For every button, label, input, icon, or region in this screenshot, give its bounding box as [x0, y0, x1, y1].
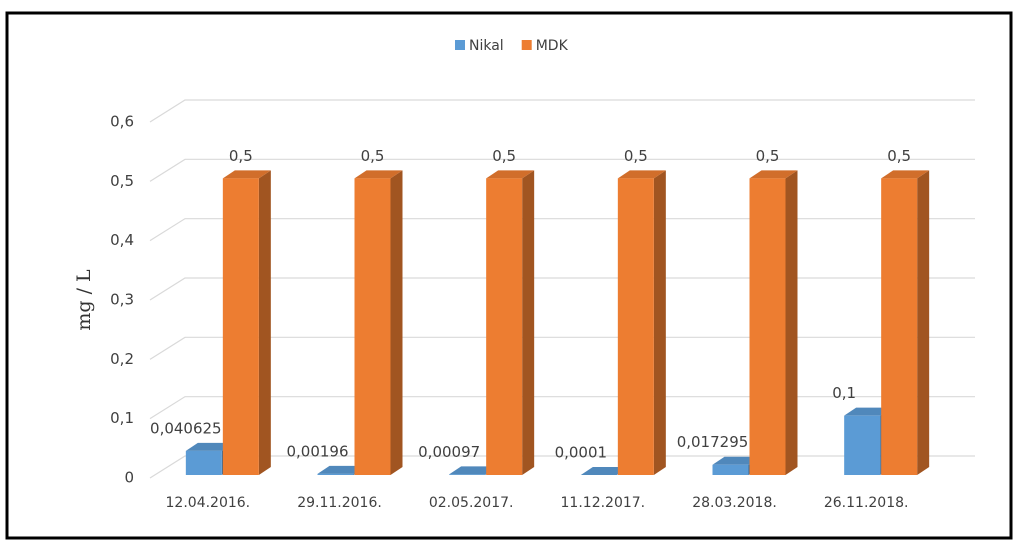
bar-group	[222, 170, 271, 476]
bar	[449, 474, 486, 475]
bar-top	[486, 170, 535, 179]
y-tick-label: 0,4	[110, 231, 134, 249]
bar	[617, 178, 654, 476]
x-tick-label: 12.04.2016.	[166, 495, 251, 511]
x-tick-label: 26.11.2018.	[824, 495, 909, 511]
grid-line	[149, 158, 975, 182]
bar-top	[844, 407, 893, 416]
legend: Nikal MDK	[455, 38, 569, 54]
x-tick-label: 28.03.2018.	[692, 495, 777, 511]
legend-swatch	[455, 40, 465, 50]
bar-group	[749, 170, 798, 476]
grid-line	[149, 336, 975, 360]
data-label: 0,040625	[150, 419, 222, 437]
y-tick-label: 0,6	[110, 113, 134, 131]
bar-top	[881, 170, 930, 179]
bar-top	[222, 170, 271, 179]
legend-label: Nikal	[469, 38, 504, 54]
bar-top	[749, 170, 798, 179]
data-label: 0,5	[756, 147, 780, 165]
bar-side	[522, 170, 535, 476]
bar-top	[712, 456, 761, 465]
data-label: 0,5	[229, 147, 253, 165]
bar	[317, 473, 354, 475]
legend-swatch	[521, 40, 532, 50]
data-label: 0,00196	[286, 442, 348, 460]
grid-line	[149, 277, 975, 301]
bar-group	[354, 170, 403, 476]
bar-side	[390, 170, 403, 476]
bar	[712, 464, 749, 475]
data-label: 0,5	[887, 147, 911, 165]
grid-line	[149, 218, 975, 242]
data-label: 0,0001	[555, 443, 608, 461]
bar-group	[486, 170, 535, 476]
bar-top	[580, 466, 629, 475]
data-label: 0,00097	[418, 443, 480, 461]
bar	[749, 178, 786, 476]
y-tick-label: 0	[124, 469, 134, 487]
x-tick-label: 02.05.2017.	[429, 495, 514, 511]
bar-side	[917, 170, 930, 476]
y-tick-label: 0,3	[110, 291, 134, 309]
data-label: 0,1	[832, 384, 856, 402]
bar	[844, 415, 881, 475]
x-tick-label: 29.11.2016.	[297, 495, 382, 511]
bar-top	[317, 465, 366, 474]
bar	[185, 450, 222, 475]
data-label: 0,017295	[677, 433, 749, 451]
bar	[222, 178, 259, 476]
bar	[354, 178, 391, 476]
bar-side	[785, 170, 798, 476]
bar	[486, 178, 523, 476]
x-tick-label: 11.12.2017.	[561, 495, 646, 511]
bar-top	[449, 466, 498, 475]
legend-label: MDK	[536, 38, 569, 54]
data-label: 0,5	[492, 147, 516, 165]
bar-side	[653, 170, 666, 476]
y-tick-label: 0,2	[110, 350, 134, 368]
bar-group	[881, 170, 930, 476]
grid-line	[149, 99, 975, 123]
bar-side	[258, 170, 271, 476]
data-label: 0,5	[624, 147, 648, 165]
bar-top	[185, 442, 234, 451]
bar-group	[617, 170, 666, 476]
grid-line	[149, 455, 975, 479]
y-axis-title: mg / L	[73, 269, 95, 331]
bar	[881, 178, 918, 476]
bar-top	[354, 170, 403, 179]
y-tick-label: 0,5	[110, 172, 134, 190]
data-label: 0,5	[361, 147, 385, 165]
y-tick-label: 0,1	[110, 409, 134, 427]
grid-line	[149, 396, 975, 420]
bar-top	[617, 170, 666, 179]
